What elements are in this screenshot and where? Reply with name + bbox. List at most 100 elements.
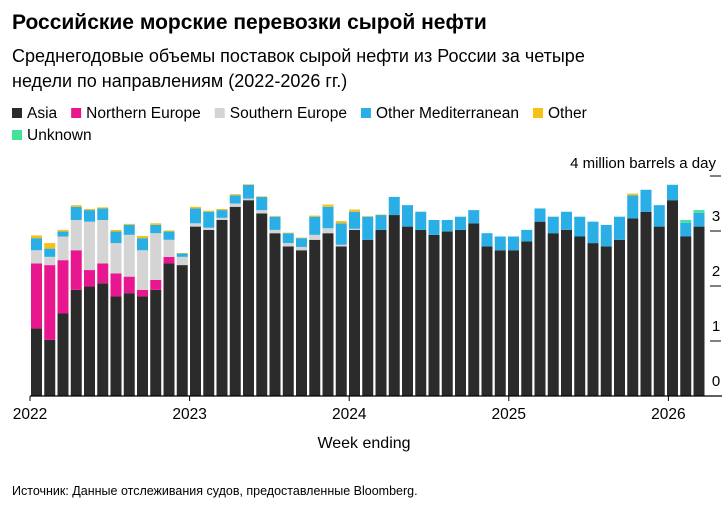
bar-southern-europe — [110, 243, 122, 274]
bar-asia — [627, 218, 639, 396]
bar-other — [176, 253, 188, 254]
bar-northern-europe — [84, 270, 95, 287]
bar-other-mediterranean — [296, 238, 307, 247]
bar-other-mediterranean — [388, 196, 400, 216]
bar-other-mediterranean — [322, 206, 334, 229]
bar-southern-europe — [176, 256, 188, 266]
bar-other-mediterranean — [309, 216, 321, 235]
y-tick-label: 3 — [712, 208, 720, 225]
bar-other — [627, 193, 639, 196]
bar-other — [229, 194, 241, 196]
bar-asia — [587, 243, 599, 396]
legend-label: Unknown — [27, 127, 92, 144]
source-note: Источник: Данные отслеживания судов, пре… — [12, 484, 418, 498]
bar-other — [150, 223, 162, 225]
bar-other — [57, 229, 69, 232]
bar-southern-europe — [97, 220, 109, 264]
bar-other-mediterranean — [653, 205, 665, 227]
bar-asia — [640, 211, 652, 396]
legend-swatch — [12, 130, 22, 140]
bar-other-mediterranean — [600, 224, 612, 247]
bar-southern-europe — [243, 198, 254, 201]
bar-asia — [216, 220, 228, 396]
legend-swatch — [360, 108, 371, 118]
bar-other-mediterranean — [468, 210, 480, 224]
bar-asia — [229, 206, 241, 396]
bar-southern-europe — [349, 228, 360, 230]
bar-other-mediterranean — [123, 224, 135, 235]
bar-asia — [309, 239, 321, 396]
bar-other-mediterranean — [229, 195, 241, 204]
bar-asia — [481, 246, 493, 396]
bar-asia — [667, 200, 678, 396]
x-tick-label: 2022 — [13, 406, 47, 423]
bar-other-mediterranean — [587, 221, 599, 244]
bars — [31, 184, 705, 396]
bar-asia — [375, 229, 387, 396]
bar-asia — [402, 226, 413, 396]
bar-asia — [97, 283, 109, 396]
bar-other-mediterranean — [269, 216, 281, 230]
bar-asia — [561, 229, 572, 396]
bar-northern-europe — [137, 289, 148, 297]
bar-other-mediterranean — [494, 236, 506, 251]
bar-other — [349, 209, 360, 212]
bar-other-mediterranean — [362, 216, 374, 240]
bar-other-mediterranean — [31, 238, 42, 251]
bar-southern-europe — [322, 228, 334, 234]
x-axis-label: Week ending — [317, 435, 410, 452]
bar-southern-europe — [163, 239, 175, 257]
bar-other-mediterranean — [481, 233, 493, 247]
legend-swatch — [12, 108, 22, 118]
bar-asia — [256, 213, 268, 396]
legend-label: Southern Europe — [230, 105, 347, 122]
bar-southern-europe — [123, 234, 135, 277]
bar-asia — [680, 236, 692, 396]
bar-asia — [547, 233, 559, 396]
bar-asia — [322, 233, 334, 396]
bar-asia — [428, 234, 440, 396]
bar-southern-europe — [84, 221, 95, 271]
bar-other — [123, 223, 135, 225]
bar-other — [190, 206, 201, 209]
bar-northern-europe — [31, 263, 42, 329]
bar-southern-europe — [31, 250, 42, 264]
bar-other — [84, 209, 95, 211]
bar-southern-europe — [296, 246, 307, 251]
bar-other-mediterranean — [402, 205, 413, 227]
bar-other-mediterranean — [44, 248, 56, 257]
bar-asia — [150, 289, 162, 396]
bar-southern-europe — [335, 244, 347, 247]
bar-other-mediterranean — [243, 184, 254, 199]
legend-label: Northern Europe — [86, 105, 201, 122]
bar-asia — [508, 250, 519, 396]
bar-southern-europe — [309, 234, 321, 240]
bar-other-mediterranean — [375, 215, 387, 230]
bar-other-mediterranean — [176, 253, 188, 257]
chart-subtitle-line-1: Среднегодовые объемы поставок сырой нефт… — [12, 46, 585, 66]
bar-asia — [190, 226, 201, 396]
bar-southern-europe — [70, 220, 82, 251]
bar-southern-europe — [256, 210, 268, 214]
bar-other — [362, 216, 374, 217]
bar-other-mediterranean — [640, 189, 652, 212]
bar-other-mediterranean — [97, 208, 109, 220]
bar-asia — [203, 229, 215, 396]
bar-southern-europe — [44, 256, 56, 266]
legend: Asia Northern Europe Southern Europe Other … — [12, 105, 587, 144]
bar-asia — [31, 328, 42, 396]
bar-asia — [137, 296, 148, 396]
bar-southern-europe — [203, 227, 215, 230]
bar-other-mediterranean — [428, 220, 440, 235]
bar-other — [97, 207, 109, 209]
bar-asia — [362, 239, 374, 396]
bar-other-mediterranean — [415, 211, 427, 230]
bar-southern-europe — [190, 223, 201, 227]
x-tick-label: 2026 — [651, 406, 685, 423]
bar-asia — [282, 246, 294, 396]
bar-other — [70, 205, 82, 207]
bar-asia — [70, 289, 82, 396]
bar-asia — [163, 263, 175, 396]
y-tick-label: 0 — [712, 373, 720, 390]
